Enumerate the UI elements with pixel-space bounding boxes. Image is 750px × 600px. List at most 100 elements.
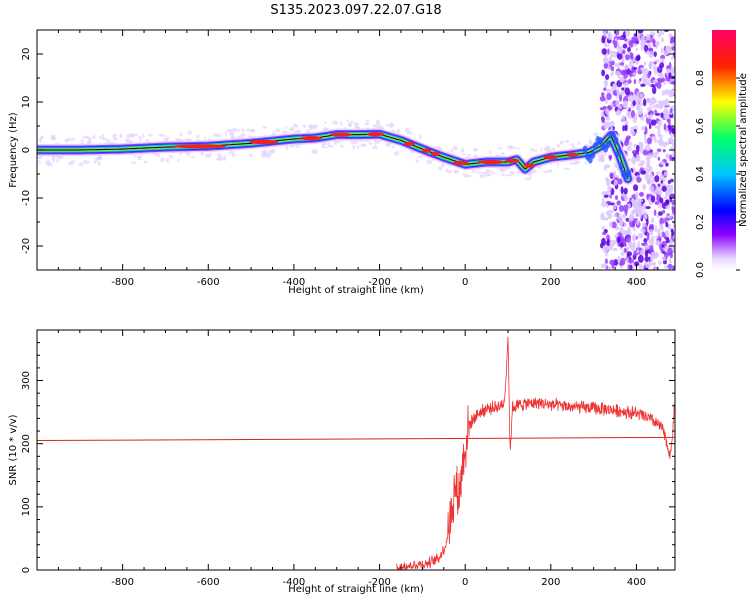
noise-speckle — [638, 263, 643, 270]
noise-speckle — [632, 184, 639, 192]
noise-speckle — [640, 228, 646, 233]
band-speckle — [472, 147, 478, 152]
noise-speckle — [605, 74, 610, 80]
band-speckle — [94, 157, 99, 163]
noise-speckle — [623, 248, 627, 253]
band-speckle — [250, 129, 255, 133]
band-speckle — [545, 145, 552, 149]
band-speckle — [240, 133, 246, 137]
ridge-hotspot — [477, 159, 504, 165]
noise-speckle — [642, 98, 647, 107]
noise-speckle — [625, 136, 630, 142]
band-speckle — [224, 131, 228, 137]
noise-speckle — [623, 140, 629, 146]
noise-speckle — [623, 100, 629, 107]
noise-speckle — [646, 178, 652, 185]
band-speckle — [177, 158, 180, 163]
band-speckle — [261, 154, 266, 159]
noise-speckle — [670, 178, 674, 183]
band-speckle — [593, 132, 599, 137]
band-speckle — [217, 157, 223, 162]
band-speckle — [492, 172, 496, 175]
noise-speckle — [624, 87, 630, 95]
snr-x-ticks: -800 -600 -400 -200 0 200 400 — [36, 330, 659, 588]
noise-speckle — [632, 241, 636, 250]
noise-speckle — [636, 249, 640, 254]
noise-speckle — [604, 57, 609, 64]
noise-speckle — [609, 202, 615, 206]
band-speckle — [40, 136, 44, 140]
noise-speckle — [659, 119, 663, 127]
noise-speckle — [646, 193, 650, 201]
noise-speckle — [624, 65, 629, 70]
noise-speckle — [644, 174, 650, 181]
colorbar-label: Normalized spectral amplitude — [738, 73, 749, 227]
noise-speckle — [657, 100, 664, 105]
noise-speckle — [604, 79, 609, 88]
noise-speckle — [654, 82, 658, 87]
noise-speckle — [617, 62, 621, 70]
noise-speckle — [669, 89, 675, 95]
noise-speckle — [605, 116, 611, 121]
noise-speckle — [645, 262, 648, 269]
noise-speckle — [662, 209, 666, 214]
noise-speckle — [609, 239, 615, 248]
noise-speckle — [628, 258, 634, 264]
ridge-wiggle — [618, 161, 624, 170]
noise-speckle — [667, 180, 671, 184]
band-speckle — [92, 134, 96, 140]
noise-speckle — [648, 201, 653, 206]
noise-speckle — [610, 66, 615, 71]
noise-speckle — [657, 156, 661, 161]
band-speckle — [351, 140, 354, 146]
band-speckle — [106, 139, 111, 144]
noise-speckle — [635, 55, 641, 62]
noise-speckle — [644, 256, 649, 263]
band-speckle — [143, 160, 148, 164]
band-speckle — [262, 126, 268, 129]
noise-speckle — [607, 185, 612, 192]
ridge-hotspot — [453, 160, 469, 166]
noise-speckle — [639, 77, 642, 82]
band-speckle — [481, 171, 488, 175]
noise-speckle — [628, 94, 634, 103]
noise-speckle — [613, 170, 617, 177]
noise-speckle — [659, 72, 664, 79]
noise-speckle — [628, 141, 633, 146]
band-speckle — [78, 162, 85, 167]
noise-speckle — [628, 40, 635, 48]
band-speckle — [82, 135, 85, 139]
noise-speckle — [670, 228, 674, 233]
noise-speckle — [609, 259, 616, 266]
band-speckle — [556, 143, 561, 148]
noise-speckle — [650, 217, 655, 224]
noise-speckle — [637, 80, 641, 85]
noise-speckle — [636, 176, 642, 183]
colorbar-tick-label: 0.0 — [695, 262, 706, 278]
noise-speckle — [635, 47, 639, 52]
noise-speckle — [648, 62, 653, 69]
noise-speckle — [670, 193, 675, 199]
noise-speckle — [628, 72, 633, 77]
noise-speckle — [622, 43, 628, 49]
noise-speckle — [632, 43, 638, 47]
noise-speckle — [602, 245, 609, 249]
noise-speckle — [630, 126, 635, 133]
noise-speckle — [613, 40, 618, 49]
noise-speckle — [623, 72, 628, 79]
band-speckle — [505, 174, 512, 177]
noise-speckle — [631, 199, 637, 203]
noise-speckle — [663, 123, 667, 131]
noise-speckle — [663, 265, 669, 269]
noise-speckle — [628, 215, 634, 222]
noise-speckle — [654, 201, 660, 205]
noise-speckle — [627, 79, 632, 84]
noise-speckle — [662, 90, 665, 96]
noise-speckle — [614, 195, 619, 201]
noise-speckle — [630, 156, 637, 164]
band-speckle — [500, 173, 506, 176]
noise-speckle — [631, 66, 635, 74]
noise-speckle — [671, 139, 675, 148]
noise-speckle — [664, 72, 668, 78]
noise-speckle — [646, 137, 653, 145]
